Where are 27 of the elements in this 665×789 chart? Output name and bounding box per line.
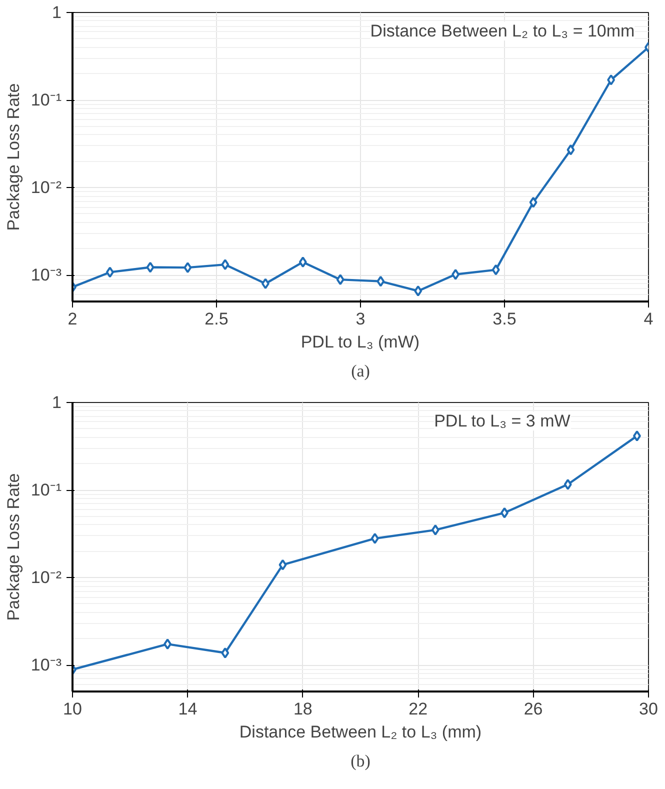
text: (b) bbox=[350, 752, 370, 770]
x-tick-label: 2 bbox=[68, 310, 78, 328]
text: (a) bbox=[351, 362, 370, 380]
annotation: PDL to L₃ = 3 mW bbox=[434, 412, 570, 430]
x-tick-label: 18 bbox=[293, 700, 312, 718]
y-axis-title: Package Loss Rate bbox=[4, 83, 23, 231]
y-tick-label: 10⁻¹ bbox=[30, 480, 62, 500]
y-tick-label: 10⁻² bbox=[30, 568, 62, 588]
y-tick-label: 10⁻¹ bbox=[30, 90, 62, 110]
y-tick-label: 10⁻³ bbox=[30, 266, 62, 285]
y-tick-label: 1 bbox=[52, 393, 62, 412]
y-axis-title: Package Loss Rate bbox=[4, 473, 23, 621]
x-axis-title: PDL to L₃ (mW) bbox=[300, 332, 420, 352]
x-tick-label: 10 bbox=[63, 700, 82, 718]
x-tick-label: 14 bbox=[178, 700, 198, 718]
y-tick-label: 10⁻² bbox=[30, 178, 62, 198]
y-tick-label: 10⁻³ bbox=[30, 656, 62, 675]
x-tick-label: 4 bbox=[644, 310, 654, 328]
x-tick-label: 26 bbox=[524, 700, 543, 718]
x-tick-label: 3.5 bbox=[492, 310, 516, 328]
x-tick-label: 22 bbox=[408, 700, 428, 718]
x-tick-label: 2.5 bbox=[204, 310, 228, 328]
x-tick-label: 30 bbox=[639, 700, 658, 718]
x-axis-title: Distance Between L₂ to L₃ (mm) bbox=[239, 722, 482, 742]
annotation: Distance Between L₂ to L₃ = 10mm bbox=[370, 22, 635, 40]
y-tick-label: 1 bbox=[52, 3, 62, 22]
x-tick-label: 3 bbox=[356, 310, 366, 328]
